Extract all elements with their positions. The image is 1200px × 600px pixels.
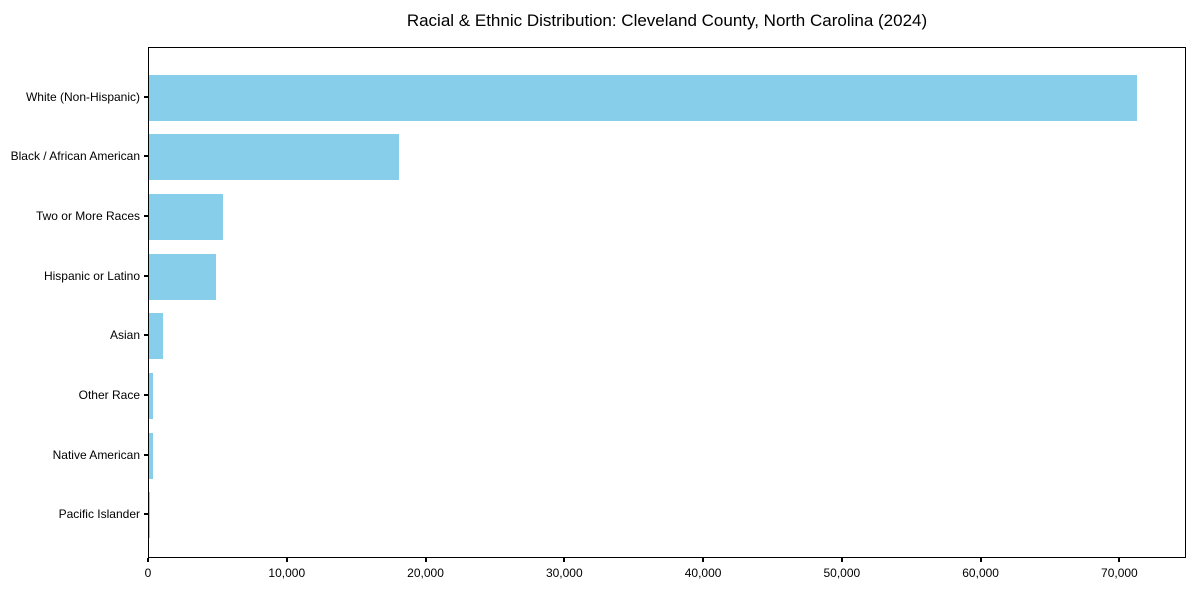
bar-two-or-more-races — [149, 193, 223, 240]
y-tick-label: Asian — [109, 328, 140, 343]
x-tick-mark — [840, 558, 843, 562]
y-tick-mark — [144, 214, 148, 217]
y-tick-mark — [144, 513, 148, 516]
x-tick-label: 70,000 — [1101, 566, 1138, 580]
y-tick-label: Hispanic or Latino — [43, 268, 140, 283]
y-tick-label: White (Non-Hispanic) — [25, 89, 140, 104]
x-tick-label: 50,000 — [823, 566, 861, 580]
chart-title: Racial & Ethnic Distribution: Cleveland … — [406, 11, 928, 30]
y-tick-mark — [144, 95, 148, 98]
y-tick-label: Two or More Races — [35, 208, 140, 223]
x-tick-label: 60,000 — [962, 566, 999, 580]
bar-other-race — [149, 373, 153, 419]
bar-pacific-islander — [149, 492, 150, 539]
y-tick-mark — [144, 334, 148, 337]
y-tick-mark — [144, 274, 148, 277]
x-tick-mark — [147, 558, 149, 562]
bar-hispanic-or-latino — [149, 253, 216, 300]
x-tick-mark — [702, 558, 705, 562]
y-tick-mark — [144, 453, 148, 456]
y-tick-label: Other Race — [78, 388, 140, 402]
x-tick-label: 30,000 — [545, 566, 583, 580]
x-tick-label: 40,000 — [684, 566, 722, 580]
y-tick-label: Black / African American — [10, 149, 140, 164]
x-tick-mark — [563, 558, 566, 562]
x-tick-mark — [1118, 558, 1121, 562]
y-tick-mark — [144, 394, 148, 396]
bar-native-american — [149, 432, 153, 479]
x-tick-mark — [285, 558, 288, 562]
y-tick-mark — [144, 155, 148, 158]
y-tick-label: Native American — [52, 447, 140, 462]
plot-area — [148, 47, 1186, 558]
bar-asian — [149, 313, 163, 360]
bar-white-non-hispanic — [149, 74, 1137, 121]
x-tick-mark — [979, 558, 982, 562]
y-tick-label: Pacific Islander — [58, 507, 140, 522]
x-tick-label: 20,000 — [407, 566, 444, 580]
x-tick-label: 10,000 — [268, 566, 306, 580]
x-tick-mark — [424, 558, 427, 562]
bar-black-african-american — [149, 134, 399, 181]
x-tick-label: 0 — [144, 566, 152, 580]
